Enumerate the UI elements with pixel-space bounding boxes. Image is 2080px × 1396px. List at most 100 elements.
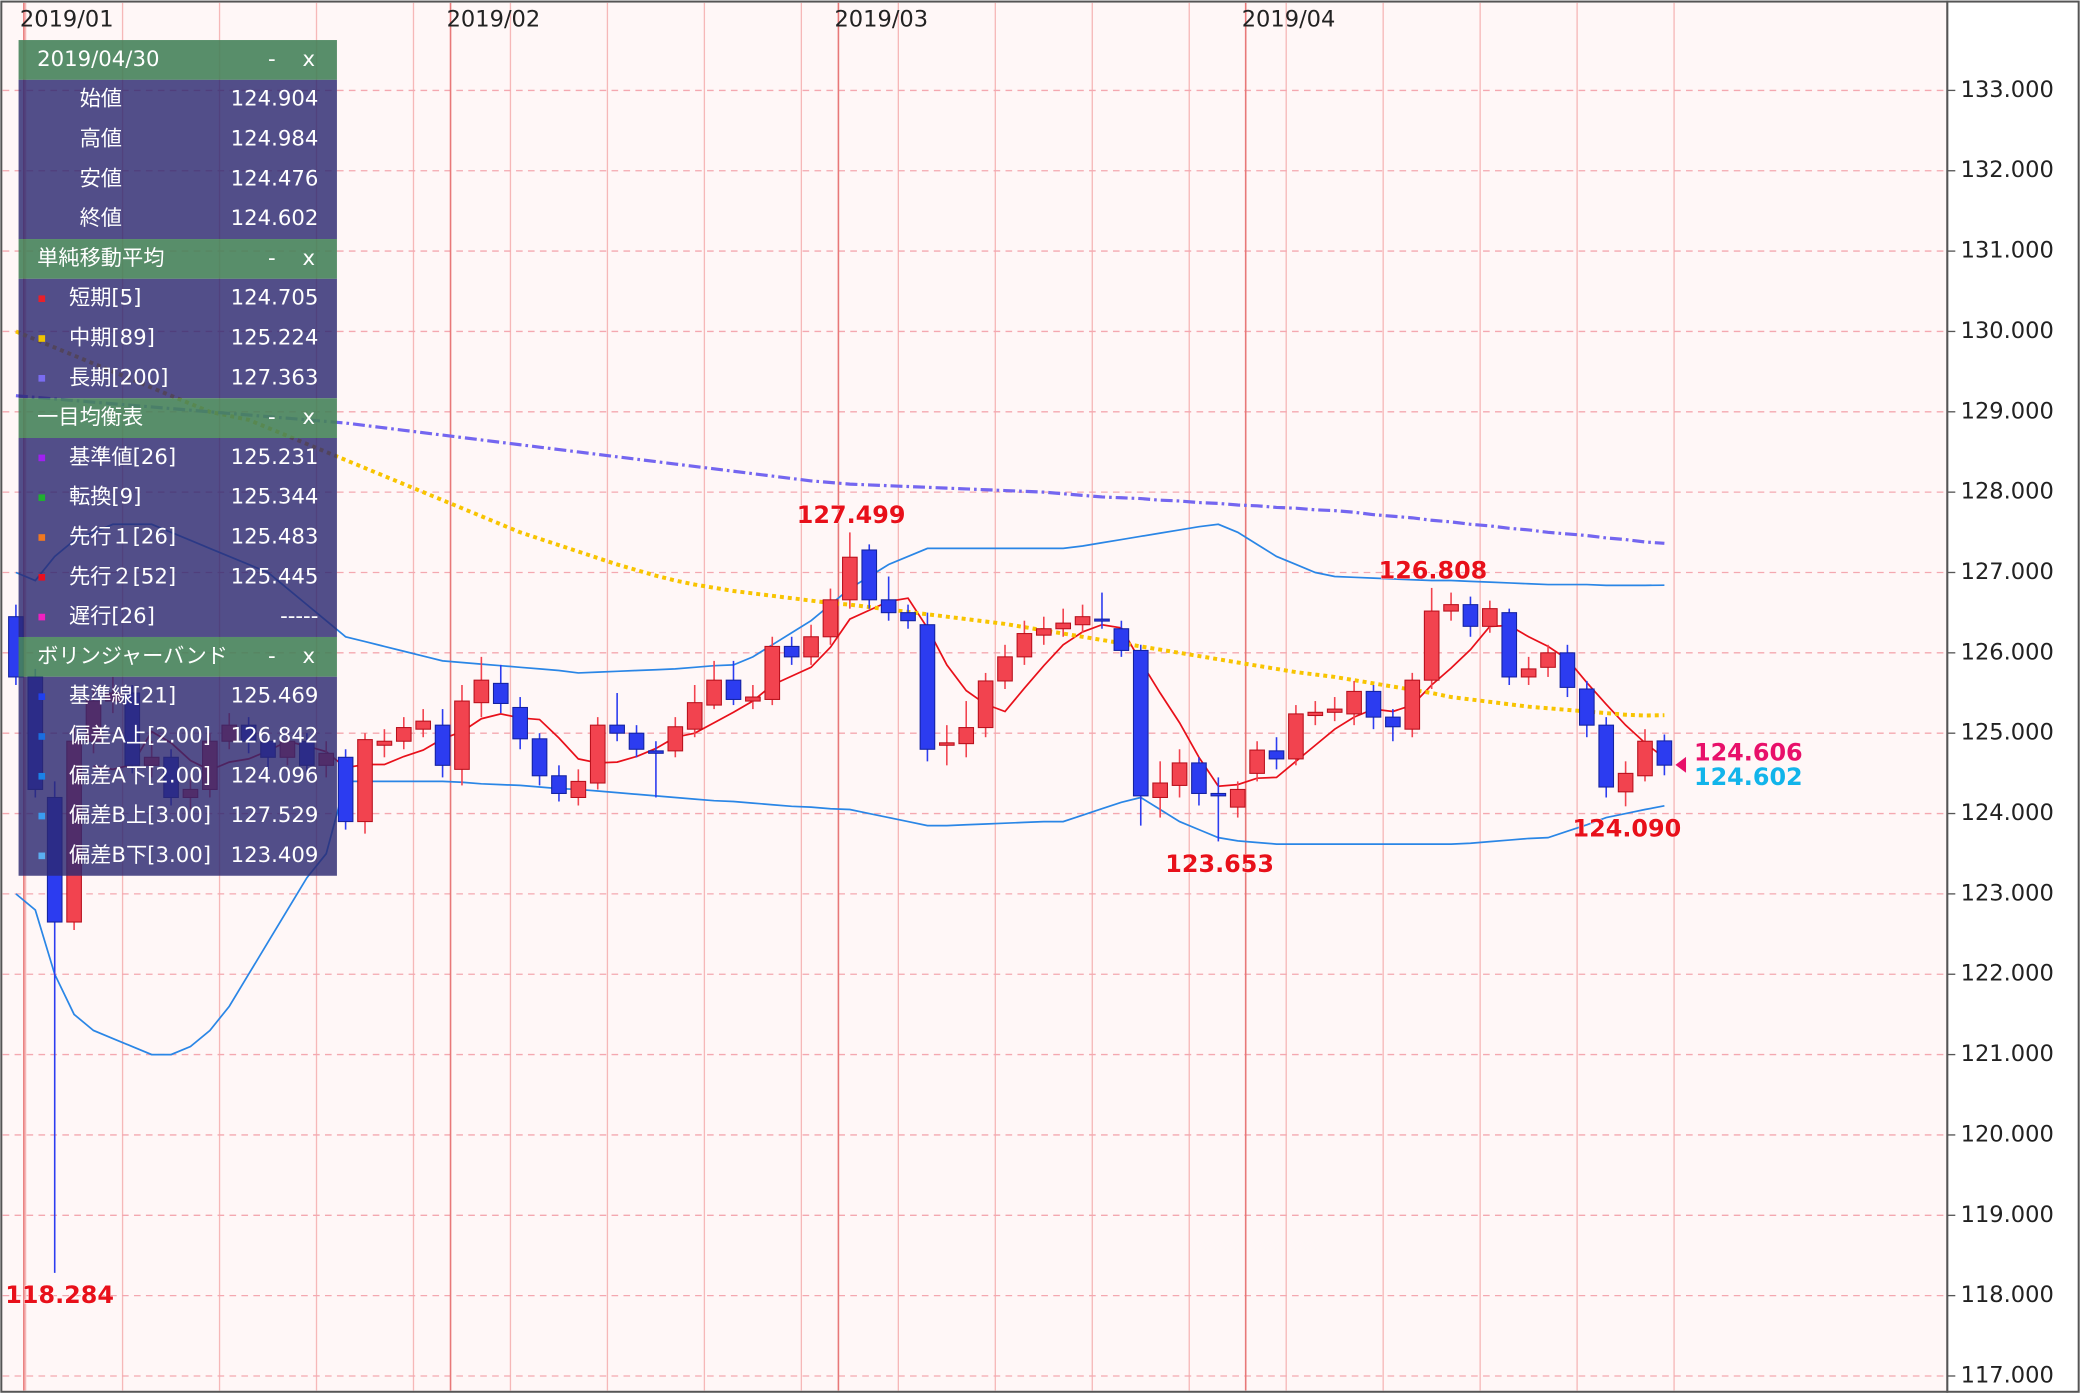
candle-body (473, 679, 490, 704)
candle-body (454, 700, 470, 770)
y-tick-label: 119.000 (1961, 1202, 2054, 1228)
candle-body (1268, 750, 1285, 760)
candle-body (1656, 740, 1673, 766)
candle-body (1443, 604, 1459, 612)
panel-header (18, 398, 337, 438)
candle-body (880, 599, 897, 614)
candle-body (415, 720, 432, 730)
candle-body (1326, 708, 1343, 713)
panel-value: 124.705 (231, 286, 319, 311)
candle-body (977, 680, 994, 729)
close-button[interactable]: x (302, 246, 315, 271)
y-tick-label: 123.000 (1961, 880, 2054, 906)
candle-body (958, 727, 975, 745)
candle-body (512, 706, 528, 740)
axis-area (1946, 0, 2080, 1393)
candle-body (1210, 792, 1227, 797)
y-tick-label: 124.000 (1961, 800, 2054, 826)
candle-body (842, 556, 858, 601)
legend-swatch (38, 852, 46, 860)
candle-body (1094, 618, 1110, 622)
panel-header (18, 636, 337, 677)
candle-body (1520, 668, 1537, 678)
candle-body (1423, 610, 1440, 681)
minimize-button[interactable]: - (268, 644, 276, 669)
panel-label: 偏差A下[2.00] (69, 763, 211, 788)
y-tick-label: 129.000 (1961, 398, 2054, 424)
candle-body (1132, 649, 1149, 797)
y-tick-label: 122.000 (1961, 961, 2054, 987)
extreme-label: 124.090 (1573, 815, 1682, 843)
y-tick-label: 127.000 (1961, 559, 2054, 585)
candle-body (1016, 633, 1033, 658)
y-tick-label: 133.000 (1961, 77, 2054, 103)
panel-body (18, 79, 337, 240)
candle-body (648, 750, 664, 754)
panel-value: 127.363 (231, 365, 319, 390)
legend-swatch (38, 335, 46, 342)
close-button[interactable]: x (302, 405, 315, 430)
candle-body (1074, 616, 1091, 626)
y-tick-label: 125.000 (1961, 720, 2054, 746)
panel-value: ----- (280, 604, 318, 629)
candle-body (628, 732, 645, 750)
panel-label: 短期[5] (69, 286, 141, 311)
minimize-button[interactable]: - (268, 246, 276, 271)
panel-label: 偏差B上[3.00] (69, 803, 211, 828)
candle-body (706, 679, 722, 706)
y-tick-label: 117.000 (1961, 1362, 2054, 1388)
candle-body (1501, 612, 1518, 678)
candle-body (1307, 711, 1324, 717)
extreme-label: 123.653 (1165, 850, 1274, 878)
minimize-button[interactable]: - (268, 47, 276, 72)
candle-body (822, 599, 839, 638)
candle-body (1249, 749, 1265, 774)
panel-label: 先行１[26] (69, 524, 176, 549)
candle-body (803, 636, 819, 658)
candle-body (1540, 652, 1556, 668)
candle-body (395, 727, 412, 742)
legend-swatch (38, 772, 46, 780)
legend-swatch (38, 295, 46, 303)
close-button[interactable]: x (302, 47, 315, 72)
panel-value: 125.445 (231, 564, 319, 589)
last-price-label: 124.606 (1694, 739, 1803, 767)
minimize-button[interactable]: - (268, 405, 276, 430)
candle-body (1482, 608, 1498, 627)
panel-label: 転換[9] (69, 485, 141, 510)
panel-value: 123.409 (231, 843, 319, 868)
panel-label: 偏差B下[3.00] (69, 843, 211, 868)
panel-body (18, 278, 337, 399)
candle-body (492, 682, 509, 704)
candle-body (1385, 716, 1401, 728)
x-tick-label: 2019/04 (1242, 7, 1336, 33)
panel-body (18, 438, 337, 637)
panel-label: 先行２[52] (69, 564, 176, 589)
panel-value: 125.231 (231, 445, 319, 470)
candle-body (1055, 622, 1072, 630)
candle-body (376, 740, 393, 746)
x-tick-label: 2019/03 (834, 7, 928, 33)
y-tick-label: 120.000 (1961, 1121, 2054, 1147)
panel-title: 2019/04/30 (37, 47, 159, 72)
candle-body (1637, 740, 1653, 777)
candle-body (1035, 628, 1052, 636)
candle-body (667, 726, 684, 752)
panel-title: 単純移動平均 (37, 246, 164, 271)
panel-value: 125.483 (231, 524, 319, 549)
panel-value: 125.344 (231, 485, 319, 510)
panel-label: 始値 (80, 87, 122, 112)
candle-body (1191, 762, 1207, 794)
extreme-label: 118.284 (5, 1281, 114, 1309)
legend-swatch (38, 812, 46, 820)
close-button[interactable]: x (302, 644, 315, 669)
legend-swatch (38, 613, 46, 621)
panel-label: 終値 (80, 206, 122, 231)
extreme-label: 127.499 (797, 501, 906, 529)
panel-header (18, 40, 337, 80)
candle-body (900, 612, 916, 622)
panel-title: ボリンジャーバンド (37, 644, 228, 669)
panel-value: 125.469 (231, 684, 319, 709)
candle-body (1229, 788, 1246, 808)
